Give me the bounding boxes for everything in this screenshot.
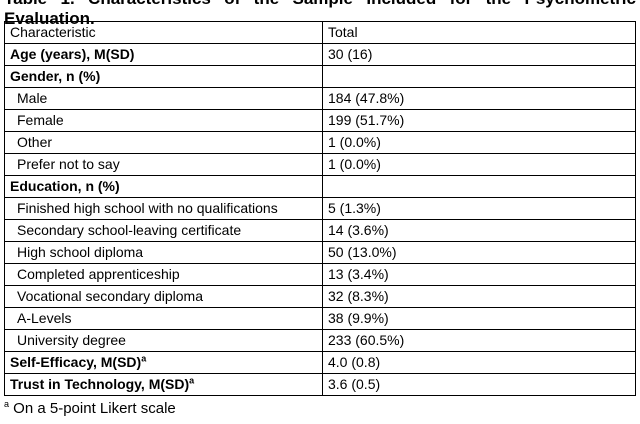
row-label-text: Vocational secondary diploma <box>17 288 204 304</box>
row-label-text: Gender, n (%) <box>10 68 101 84</box>
row-label: Other <box>4 131 323 154</box>
table-row: High school diploma 50 (13.0%) <box>4 241 636 264</box>
table-row: Education, n (%) <box>4 175 636 198</box>
table-row: Self-Efficacy, M(SD)a 4.0 (0.8) <box>4 351 636 374</box>
row-value: 4.0 (0.8) <box>322 351 636 374</box>
row-label: Age (years), M(SD) <box>4 43 323 66</box>
footnote-ref: a <box>189 375 195 386</box>
row-label: Finished high school with no qualificati… <box>4 197 323 220</box>
row-label-text: Trust in Technology, M(SD) <box>10 376 190 392</box>
row-value: 3.6 (0.5) <box>322 373 636 396</box>
row-label-text: Secondary school-leaving certificate <box>17 222 242 238</box>
row-value: 233 (60.5%) <box>322 329 636 352</box>
row-label: Male <box>4 87 323 110</box>
row-label: Prefer not to say <box>4 153 323 176</box>
table-row: Vocational secondary diploma 32 (8.3%) <box>4 285 636 308</box>
row-value: 13 (3.4%) <box>322 263 636 286</box>
footnote-mark: a <box>4 399 10 409</box>
header-total: Total <box>322 21 636 44</box>
row-label-text: Prefer not to say <box>17 156 120 172</box>
footnote-text: On a 5-point Likert scale <box>9 400 176 417</box>
row-label: University degree <box>4 329 323 352</box>
table-row: Gender, n (%) <box>4 65 636 88</box>
table-row: Completed apprenticeship 13 (3.4%) <box>4 263 636 286</box>
table-caption-line1: Table 1. Characteristics of the Sample I… <box>4 0 636 9</box>
row-label: Gender, n (%) <box>4 65 323 88</box>
table-header-row: Characteristic Total <box>4 21 636 44</box>
row-label: A-Levels <box>4 307 323 330</box>
row-value: 184 (47.8%) <box>322 87 636 110</box>
row-label: Secondary school-leaving certificate <box>4 219 323 242</box>
row-label-text: Self-Efficacy, M(SD) <box>10 354 142 370</box>
row-label-text: University degree <box>17 332 126 348</box>
row-value: 14 (3.6%) <box>322 219 636 242</box>
row-value: 32 (8.3%) <box>322 285 636 308</box>
row-label-text: Completed apprenticeship <box>17 266 180 282</box>
row-label-text: Finished high school with no qualificati… <box>17 200 278 216</box>
table-row: Female 199 (51.7%) <box>4 109 636 132</box>
row-label: Trust in Technology, M(SD)a <box>4 373 323 396</box>
footnote: a On a 5-point Likert scale <box>4 399 176 418</box>
row-label: High school diploma <box>4 241 323 264</box>
row-label-text: Female <box>17 112 64 128</box>
table-row: Trust in Technology, M(SD)a 3.6 (0.5) <box>4 373 636 396</box>
table-row: Finished high school with no qualificati… <box>4 197 636 220</box>
row-value: 38 (9.9%) <box>322 307 636 330</box>
row-label-text: Male <box>17 90 48 106</box>
row-value: 1 (0.0%) <box>322 131 636 154</box>
row-value: 199 (51.7%) <box>322 109 636 132</box>
table-row: A-Levels 38 (9.9%) <box>4 307 636 330</box>
table-row: University degree 233 (60.5%) <box>4 329 636 352</box>
row-value: 5 (1.3%) <box>322 197 636 220</box>
row-label-text: Education, n (%) <box>10 178 120 194</box>
row-label: Vocational secondary diploma <box>4 285 323 308</box>
table-row: Secondary school-leaving certificate 14 (… <box>4 219 636 242</box>
row-label: Self-Efficacy, M(SD)a <box>4 351 323 374</box>
row-value <box>322 65 636 88</box>
row-label: Completed apprenticeship <box>4 263 323 286</box>
table-row: Age (years), M(SD) 30 (16) <box>4 43 636 66</box>
table-row: Male 184 (47.8%) <box>4 87 636 110</box>
table-row: Prefer not to say 1 (0.0%) <box>4 153 636 176</box>
characteristics-table: Characteristic Total Age (years), M(SD) 3… <box>4 21 636 396</box>
footnote-ref: a <box>141 353 147 364</box>
row-value: 30 (16) <box>322 43 636 66</box>
row-label-text: Other <box>17 134 53 150</box>
row-label: Female <box>4 109 323 132</box>
row-label-text: A-Levels <box>17 310 72 326</box>
row-value <box>322 175 636 198</box>
row-value: 50 (13.0%) <box>322 241 636 264</box>
header-characteristic: Characteristic <box>4 21 323 44</box>
table-row: Other 1 (0.0%) <box>4 131 636 154</box>
row-label-text: High school diploma <box>17 244 144 260</box>
row-label-text: Age (years), M(SD) <box>10 46 135 62</box>
row-label: Education, n (%) <box>4 175 323 198</box>
row-value: 1 (0.0%) <box>322 153 636 176</box>
